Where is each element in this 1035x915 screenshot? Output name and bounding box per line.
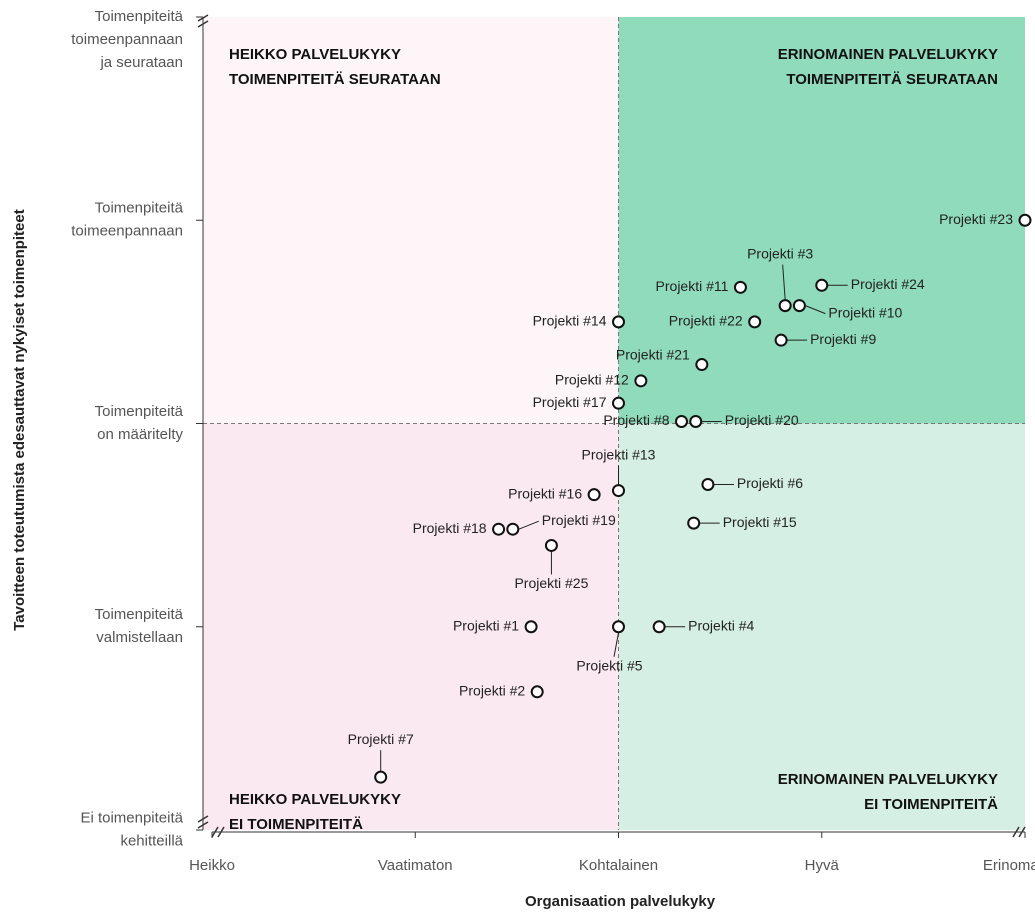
point: [544, 538, 558, 552]
point: [675, 414, 689, 428]
point: [733, 280, 747, 294]
point-label: Projekti #4: [688, 617, 754, 633]
quadrant-bg: [203, 17, 619, 424]
y-tick-label: Ei toimenpiteitä: [80, 809, 183, 826]
y-tick-label: ja seurataan: [99, 54, 183, 71]
point: [587, 488, 601, 502]
point-label: Projekti #11: [656, 278, 729, 294]
point-label: Projekti #24: [851, 276, 925, 292]
leader-line: [518, 520, 539, 530]
y-axis-title: Tavoitteen toteutumista edesauttavat nyk…: [11, 209, 28, 631]
quadrant-bg: [618, 423, 1025, 830]
point: [689, 414, 703, 428]
y-tick-label: Toimenpiteitä: [95, 606, 184, 623]
quadrant-bg: [203, 423, 619, 830]
y-tick-label: Toimenpiteitä: [95, 200, 184, 217]
x-axis-title: Organisaation palvelukyky: [525, 893, 716, 910]
point-label: Projekti #19: [542, 512, 616, 528]
quadrant-label: TOIMENPITEITÄ SEURATAAN: [786, 71, 998, 88]
point-label: Projekti #2: [459, 682, 525, 698]
point: [612, 484, 625, 498]
point: [815, 278, 829, 292]
point: [506, 522, 520, 536]
point-label: Projekti #14: [533, 313, 607, 329]
point-label: Projekti #17: [533, 394, 607, 410]
axis-break: [1018, 826, 1026, 838]
quadrant-label: EI TOIMENPITEITÄ: [864, 796, 998, 813]
point-label: Projekti #6: [737, 475, 803, 491]
axis-break: [1012, 826, 1020, 838]
point: [695, 358, 709, 372]
quadrant-label: ERINOMAINEN PALVELUKYKY: [778, 771, 998, 788]
point-label: Projekti #15: [723, 514, 797, 530]
point: [524, 620, 538, 634]
point: [612, 396, 625, 410]
axis-break: [217, 826, 225, 838]
y-tick-label: kehitteillä: [120, 832, 183, 849]
point: [652, 620, 666, 634]
point-label: Projekti #25: [514, 575, 588, 591]
point-label: Projekti #18: [413, 520, 487, 536]
y-tick-label: toimeenpannaan: [71, 31, 183, 48]
point: [374, 770, 388, 784]
x-tick-label: Hyvä: [805, 857, 840, 874]
quadrant-bg: [618, 17, 1025, 424]
y-tick-label: Toimenpiteitä: [95, 403, 184, 420]
point: [634, 374, 648, 388]
point: [492, 522, 506, 536]
point: [774, 333, 788, 347]
quadrant-label: TOIMENPITEITÄ SEURATAAN: [229, 71, 441, 88]
point-label: Projekti #13: [582, 446, 656, 462]
point: [612, 315, 625, 329]
x-tick-label: Vaatimaton: [378, 857, 453, 874]
leader-line: [782, 264, 786, 300]
axis-break: [197, 815, 209, 823]
point-label: Projekti #12: [555, 372, 629, 388]
x-tick-label: Erinomainen: [983, 857, 1035, 874]
point-label: Projekti #8: [603, 412, 669, 428]
quadrant-label: EI TOIMENPITEITÄ: [229, 816, 363, 833]
y-tick-label: Toimenpiteitä: [95, 8, 184, 25]
axis-break: [197, 20, 209, 28]
point-label: Projekti #5: [576, 657, 642, 673]
point-label: Projekti #3: [747, 245, 813, 261]
axis-break: [197, 821, 209, 829]
point: [778, 299, 792, 313]
point-label: Projekti #7: [348, 731, 414, 747]
y-tick-label: toimeenpannaan: [71, 223, 183, 240]
quadrant-label: HEIKKO PALVELUKYKY: [229, 791, 401, 808]
x-tick-label: Kohtalainen: [579, 857, 658, 874]
axis-break: [197, 14, 209, 22]
leader-line: [613, 632, 619, 657]
axis-break: [211, 826, 219, 838]
point: [792, 299, 806, 313]
leader-line: [805, 305, 826, 315]
quadrant-label: HEIKKO PALVELUKYKY: [229, 46, 401, 63]
x-tick-label: Heikko: [189, 857, 235, 874]
point-label: Projekti #16: [508, 485, 582, 501]
point-label: Projekti #9: [810, 331, 876, 347]
point-label: Projekti #20: [725, 412, 799, 428]
point-label: Projekti #10: [828, 304, 902, 320]
point: [701, 477, 715, 491]
point: [748, 315, 762, 329]
point: [530, 685, 544, 699]
y-tick-label: on määritelty: [97, 426, 183, 443]
y-tick-label: valmistellaan: [96, 629, 183, 646]
point: [687, 516, 701, 530]
point-label: Projekti #23: [939, 211, 1013, 227]
point-label: Projekti #22: [669, 313, 743, 329]
quadrant-label: ERINOMAINEN PALVELUKYKY: [778, 46, 998, 63]
point: [1018, 213, 1032, 227]
point-label: Projekti #1: [453, 617, 519, 633]
point: [612, 620, 625, 634]
point-label: Projekti #21: [616, 346, 690, 362]
